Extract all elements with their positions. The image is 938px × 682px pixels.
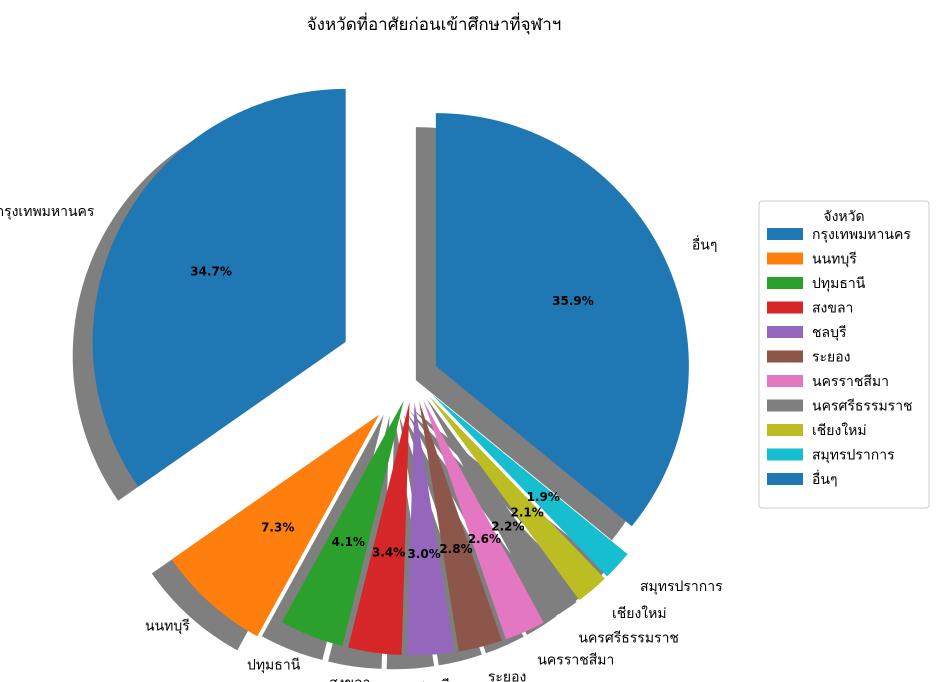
slice-percent-8: 2.1%	[511, 505, 544, 519]
slice-percent-0: 34.7%	[190, 265, 232, 279]
slice-percent-5: 2.8%	[439, 542, 472, 556]
legend-label-0: กรุงเทพมหานคร	[812, 227, 911, 243]
legend: จังหวัด กรุงเทพมหานครนนทบุรีปทุมธานีสงขล…	[758, 200, 930, 509]
slice-label-2: ปทุมธานี	[247, 657, 301, 673]
slice-label-5: ระยอง	[488, 669, 527, 682]
legend-swatch-1	[767, 252, 803, 265]
pie-slice-2	[281, 400, 404, 646]
legend-swatch-5	[767, 350, 803, 363]
legend-label-1: นนทบุรี	[812, 252, 857, 268]
slice-percent-2: 4.1%	[332, 535, 365, 549]
legend-swatch-9	[767, 448, 803, 461]
slice-percent-7: 2.2%	[491, 520, 524, 534]
pie-slice-7	[426, 398, 577, 621]
legend-swatch-7	[767, 399, 803, 412]
pie-slice-9	[431, 394, 628, 577]
legend-label-4: ชลบุรี	[812, 325, 847, 341]
slice-label-6: นครราชสีมา	[537, 652, 614, 668]
pie-slice-6	[423, 400, 544, 640]
slice-label-10: อื่นๆ	[692, 236, 718, 254]
slice-label-4: ชลบุรี	[415, 678, 450, 682]
legend-items: กรุงเทพมหานครนนทบุรีปทุมธานีสงขลาชลบุรีร…	[767, 227, 913, 488]
slice-label-9: สมุทรปราการ	[640, 579, 723, 595]
slice-percent-4: 3.0%	[407, 547, 440, 561]
legend-label-9: สมุทรปราการ	[812, 448, 895, 464]
slice-shadow-2	[261, 414, 384, 660]
pie-slice-10	[435, 113, 689, 527]
pie-slice-5	[419, 401, 502, 652]
pie-slice-4	[406, 402, 455, 656]
legend-label-2: ปทุมธานี	[812, 276, 866, 292]
slice-label-1: นนทบุรี	[145, 618, 190, 634]
slice-layer	[92, 88, 689, 656]
legend-swatch-10	[767, 473, 803, 485]
legend-swatch-4	[767, 326, 803, 338]
pie-slice-1	[171, 414, 380, 637]
slice-percent-6: 2.6%	[468, 532, 501, 546]
pie-slice-8	[429, 396, 605, 601]
pie-slice-0	[92, 88, 346, 487]
slice-label-8: เชียงใหม่	[612, 605, 667, 622]
legend-swatch-0	[767, 228, 803, 240]
slice-label-7: นครศรีธรรมราช	[578, 631, 679, 647]
slice-percent-3: 3.4%	[372, 545, 405, 559]
legend-swatch-6	[767, 375, 803, 387]
legend-title: จังหวัด	[823, 209, 864, 225]
legend-swatch-2	[767, 277, 803, 289]
pie-slice-3	[348, 402, 410, 655]
slice-percent-1: 7.3%	[261, 521, 294, 535]
slice-label-3: สงขลา	[329, 676, 370, 682]
slice-percent-10: 35.9%	[552, 294, 594, 308]
legend-label-7: นครศรีธรรมราช	[812, 399, 913, 415]
slice-percent-9: 1.9%	[527, 490, 560, 504]
legend-label-5: ระยอง	[812, 350, 851, 366]
legend-label-10: อื่นๆ	[812, 470, 838, 488]
legend-label-3: สงขลา	[812, 301, 853, 317]
legend-swatch-3	[767, 301, 803, 314]
legend-label-6: นครราชสีมา	[812, 374, 889, 390]
slice-label-0: กรุงเทพมหานคร	[0, 204, 95, 220]
label-layer: กรุงเทพมหานคร 34.7% นนทบุรี 7.3% ปทุมธานี 4.1…	[0, 204, 723, 682]
legend-swatch-8	[767, 424, 803, 436]
legend-label-8: เชียงใหม่	[812, 422, 867, 439]
chart-title: จังหวัดที่อาศัยก่อนเข้าศึกษาที่จุฬาฯ	[307, 12, 562, 35]
